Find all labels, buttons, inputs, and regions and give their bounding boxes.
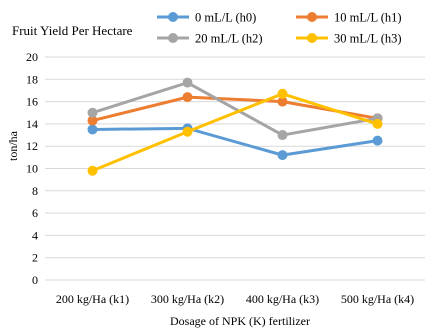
x-tick-label: 500 kg/Ha (k4) <box>341 292 414 306</box>
y-tick-label: 8 <box>32 184 38 198</box>
series-0 <box>87 123 383 161</box>
y-axis-ticks: 0 2 4 6 8 10 12 14 16 18 20 <box>26 50 38 287</box>
y-tick-label: 14 <box>26 117 38 131</box>
y-tick-label: 2 <box>32 251 38 265</box>
data-point <box>277 130 288 141</box>
legend-swatch-marker <box>168 12 178 22</box>
chart-title: Fruit Yield Per Hectare <box>12 23 133 38</box>
data-point <box>87 107 98 118</box>
data-point <box>372 135 383 146</box>
y-tick-label: 6 <box>32 206 38 220</box>
legend-item: 30 mL/L (h3) <box>296 32 402 46</box>
legend-swatch-marker <box>307 12 317 22</box>
data-point <box>372 118 383 129</box>
legend-label: 10 mL/L (h1) <box>334 11 402 25</box>
data-point <box>87 165 98 176</box>
x-tick-label: 300 kg/Ha (k2) <box>151 292 224 306</box>
data-point <box>277 150 288 161</box>
y-tick-label: 16 <box>26 95 38 109</box>
y-tick-label: 0 <box>32 273 38 287</box>
data-point <box>182 126 193 137</box>
y-axis-label: ton/ha <box>6 130 20 161</box>
data-point <box>277 96 288 107</box>
data-point <box>182 92 193 103</box>
legend-item: 0 mL/L (h0) <box>157 11 256 25</box>
legend-item: 20 mL/L (h2) <box>157 32 263 46</box>
series-line <box>92 126 378 157</box>
x-tick-label: 200 kg/Ha (k1) <box>56 292 129 306</box>
data-point <box>87 115 98 126</box>
legend-label: 0 mL/L (h0) <box>195 11 256 25</box>
y-tick-label: 18 <box>26 72 38 86</box>
legend-label: 30 mL/L (h3) <box>334 32 402 46</box>
legend: 0 mL/L (h0) 10 mL/L (h1) 20 mL/L (h2) 30 mL… <box>157 11 402 46</box>
legend-label: 20 mL/L (h2) <box>195 32 263 46</box>
x-axis-label: Dosage of NPK (K) fertilizer <box>170 314 310 328</box>
y-tick-label: 10 <box>26 162 38 176</box>
gridlines <box>45 56 425 281</box>
data-point <box>87 124 98 135</box>
legend-swatch-marker <box>168 33 178 43</box>
series-2 <box>87 77 383 141</box>
series-group <box>87 77 383 176</box>
series-line <box>91 92 378 173</box>
y-tick-label: 12 <box>26 139 38 153</box>
y-tick-label: 4 <box>32 228 38 242</box>
legend-swatch-marker <box>307 33 317 43</box>
x-axis-ticks: 200 kg/Ha (k1) 300 kg/Ha (k2) 400 kg/Ha (k… <box>56 292 414 306</box>
data-point <box>182 77 193 88</box>
series-line <box>92 81 378 137</box>
data-point <box>277 88 288 99</box>
y-tick-label: 20 <box>26 50 38 64</box>
legend-item: 10 mL/L (h1) <box>296 11 402 25</box>
series-3 <box>87 88 383 176</box>
x-tick-label: 400 kg/Ha (k3) <box>246 292 319 306</box>
